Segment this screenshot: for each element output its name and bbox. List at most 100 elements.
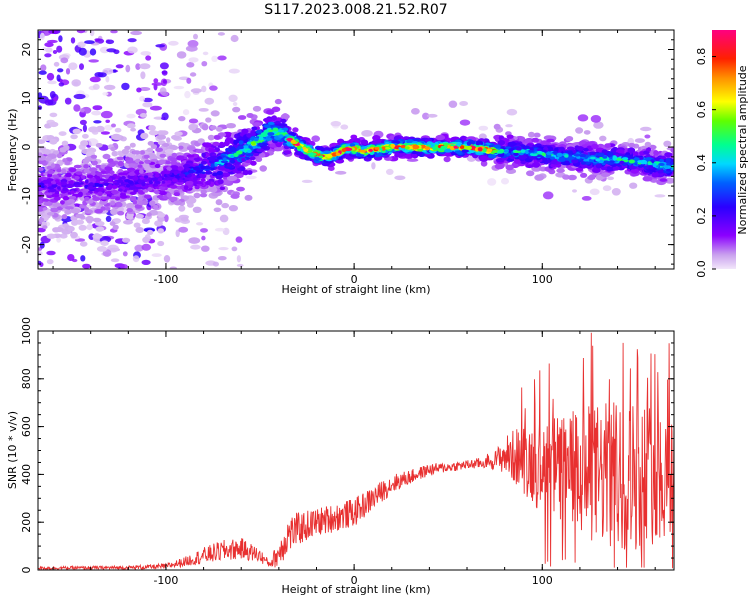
heatmap-cell: [42, 148, 51, 155]
heatmap-cell: [318, 155, 324, 159]
heatmap-cell: [42, 207, 48, 211]
heatmap-cell: [487, 178, 497, 186]
heatmap-cell: [151, 177, 159, 182]
heatmap-cell: [49, 91, 56, 99]
heatmap-cell: [213, 207, 222, 213]
heatmap-cell: [50, 207, 59, 213]
heatmap-cell: [78, 178, 83, 183]
heatmap-cell: [172, 178, 178, 183]
heatmap-cell: [143, 194, 152, 199]
heatmap-cell: [590, 156, 596, 160]
heatmap-cell: [52, 193, 60, 198]
heatmap-cell: [531, 162, 541, 168]
heatmap-cell: [47, 80, 57, 85]
heatmap-cell: [263, 124, 271, 128]
heatmap-cell: [53, 96, 58, 102]
heatmap-cell: [105, 215, 112, 222]
heatmap-cell: [100, 131, 110, 135]
heatmap-cell: [228, 205, 238, 212]
heatmap-cell: [212, 141, 220, 147]
heatmap-cell: [526, 170, 535, 177]
heatmap-cell: [210, 163, 215, 168]
heatmap-cell: [107, 184, 113, 188]
heatmap-cell: [99, 200, 108, 205]
heatmap-cell: [581, 196, 592, 201]
heatmap-cell: [242, 169, 249, 176]
heatmap-cell: [82, 133, 89, 139]
heatmap-cell: [323, 150, 332, 155]
heatmap-cell: [62, 187, 68, 191]
heatmap-cell: [64, 206, 74, 210]
heatmap-cell: [58, 131, 67, 137]
heatmap-cell: [237, 167, 242, 171]
heatmap-cell: [252, 122, 262, 127]
spectrogram-ytick-label: 20: [20, 43, 33, 57]
heatmap-cell: [424, 153, 432, 158]
heatmap-cell: [135, 63, 141, 70]
heatmap-cell: [189, 72, 197, 77]
heatmap-cell: [116, 156, 124, 161]
heatmap-cell: [135, 227, 144, 233]
heatmap-cell: [223, 140, 230, 147]
heatmap-cell: [139, 113, 148, 118]
heatmap-cell: [503, 148, 509, 153]
heatmap-cell: [621, 157, 629, 160]
heatmap-cell: [200, 160, 208, 165]
heatmap-cell: [186, 146, 196, 151]
heatmap-cell: [514, 150, 522, 153]
heatmap-cell: [477, 147, 483, 152]
heatmap-cell: [209, 85, 218, 91]
heatmap-cell: [272, 127, 279, 132]
heatmap-cell: [201, 245, 210, 252]
heatmap-cell: [92, 217, 102, 223]
heatmap-cell: [321, 162, 330, 167]
heatmap-cell: [627, 147, 636, 153]
heatmap-cell: [163, 214, 169, 223]
heatmap-cell: [87, 138, 99, 147]
heatmap-cell: [84, 156, 93, 161]
heatmap-cell: [157, 212, 166, 218]
heatmap-cell: [228, 68, 240, 74]
heatmap-cell: [71, 219, 79, 226]
heatmap-cell: [280, 118, 287, 124]
heatmap-cell: [104, 196, 111, 200]
heatmap-cell: [68, 195, 77, 200]
heatmap-cell: [58, 82, 65, 87]
heatmap-cell: [183, 164, 191, 168]
heatmap-cell: [230, 193, 240, 199]
heatmap-cell: [171, 134, 180, 140]
heatmap-cell: [595, 158, 601, 162]
heatmap-cell: [280, 113, 290, 120]
heatmap-cell: [130, 30, 143, 36]
heatmap-cell: [480, 160, 488, 167]
heatmap-cell: [38, 167, 44, 172]
heatmap-cell: [140, 51, 152, 56]
heatmap-cell: [106, 48, 117, 53]
heatmap-cell: [139, 150, 146, 155]
heatmap-cell: [79, 182, 84, 185]
heatmap-cell: [110, 200, 116, 206]
heatmap-cell: [56, 74, 61, 82]
heatmap-cell: [566, 146, 575, 151]
heatmap-cell: [126, 123, 136, 129]
heatmap-cell: [335, 152, 340, 156]
heatmap-cell: [237, 115, 247, 120]
heatmap-cell: [127, 38, 137, 43]
heatmap-cell: [506, 134, 514, 139]
heatmap-cell: [87, 183, 95, 187]
heatmap-cell: [39, 32, 45, 41]
spectrogram-xtick-label: 100: [532, 273, 553, 286]
heatmap-cell: [46, 233, 56, 239]
heatmap-cell: [159, 130, 169, 136]
heatmap-cell: [161, 91, 169, 97]
heatmap-cell: [214, 227, 226, 232]
heatmap-cell: [199, 193, 208, 198]
heatmap-cell: [99, 46, 110, 54]
heatmap-cell: [233, 139, 238, 145]
heatmap-cell: [73, 184, 81, 188]
heatmap-cell: [350, 134, 358, 140]
heatmap-cell: [255, 129, 263, 134]
heatmap-cell: [188, 197, 197, 204]
heatmap-cell: [250, 141, 256, 145]
